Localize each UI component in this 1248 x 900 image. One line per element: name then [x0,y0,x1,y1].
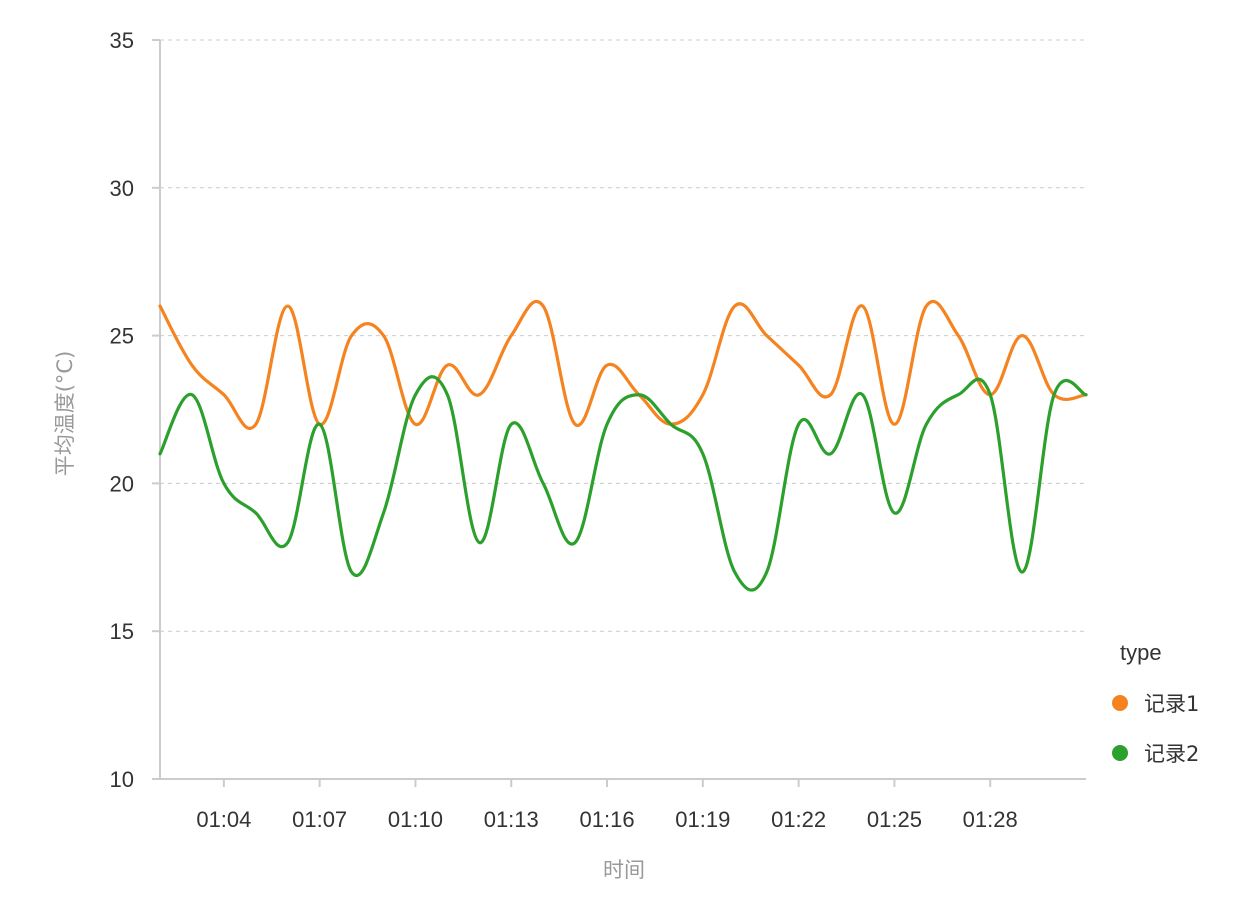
grid [160,39,1086,632]
axes [159,40,1086,780]
x-tick-label: 01:04 [196,807,251,832]
legend-label: 记录1 [1144,692,1199,716]
series [158,299,1088,592]
x-axis-title: 时间 [603,858,645,882]
y-axis-title: 平均温度(°C) [53,351,77,477]
y-tick-label: 10 [110,767,134,792]
x-tick-label: 01:07 [292,807,347,832]
x-tick-label: 01:10 [388,807,443,832]
y-tick-label: 20 [110,471,134,496]
x-tick-label: 01:13 [484,807,539,832]
series-line-1 [158,299,1088,430]
y-tick-label: 35 [110,28,134,53]
x-tick-label: 01:28 [963,807,1018,832]
legend-marker [1112,745,1128,761]
x-tick-label: 01:22 [771,807,826,832]
x-tick-label: 01:19 [675,807,730,832]
y-tick-label: 25 [110,324,134,349]
legend: type 记录1 记录2 [1112,640,1199,766]
x-tick-label: 01:25 [867,807,922,832]
y-tick-label: 15 [110,619,134,644]
x-tick-label: 01:16 [580,807,635,832]
y-tick-label: 30 [110,176,134,201]
legend-title: type [1120,640,1162,665]
y-axis-ticks: 10 15 20 25 30 35 [110,28,160,792]
legend-marker [1112,695,1128,711]
legend-label: 记录2 [1144,742,1199,766]
series-line-2 [158,375,1088,592]
x-axis-ticks: 01:04 01:07 01:10 01:13 01:16 01:19 01:22 01:25… [196,779,1018,832]
legend-items: 记录1 记录2 [1112,692,1199,766]
